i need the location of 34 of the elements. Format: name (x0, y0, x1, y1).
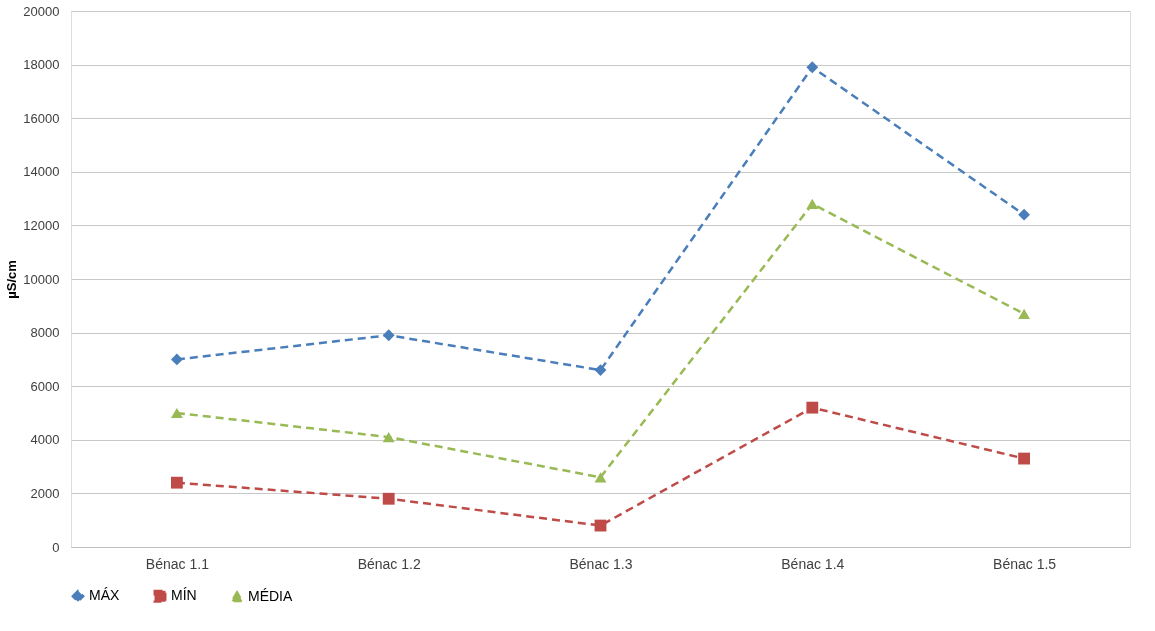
y-tick-label: 14000 (23, 164, 60, 180)
point (594, 364, 607, 377)
point (382, 329, 395, 342)
y-tick-label: 8000 (30, 325, 60, 341)
y-tick-label: 16000 (23, 110, 60, 126)
y-tick-label: 20000 (23, 3, 60, 19)
y-tick-label: 4000 (30, 432, 60, 448)
point (1018, 308, 1031, 319)
point (382, 492, 395, 505)
y-tick-label: 12000 (23, 217, 60, 233)
y-tick-label: 0 (52, 539, 60, 555)
point (382, 432, 395, 443)
point (1018, 452, 1031, 465)
point (806, 61, 819, 74)
y-tick-label: 10000 (23, 271, 60, 287)
y-tick-label: 2000 (30, 485, 60, 501)
x-tick-label: Bénac 1.3 (569, 555, 633, 572)
point (1018, 208, 1031, 221)
legend-label: MÁX (89, 587, 120, 604)
x-tick-label: Bénac 1.1 (145, 555, 210, 572)
y-tick-label: 18000 (23, 57, 60, 73)
point (170, 476, 183, 489)
x-tick-label: Bénac 1.4 (781, 555, 845, 572)
x-tick-label: Bénac 1.5 (993, 555, 1057, 572)
point (806, 401, 819, 414)
point (806, 198, 819, 210)
point (594, 472, 607, 483)
point (170, 407, 183, 419)
legend-label: MÍN (171, 587, 197, 604)
y-tick-label: 6000 (30, 378, 60, 394)
y-axis-title: µS/cm (4, 260, 20, 299)
point (170, 353, 183, 366)
legend-label: MÉDIA (248, 587, 293, 604)
x-tick-label: Bénac 1.2 (357, 555, 421, 572)
